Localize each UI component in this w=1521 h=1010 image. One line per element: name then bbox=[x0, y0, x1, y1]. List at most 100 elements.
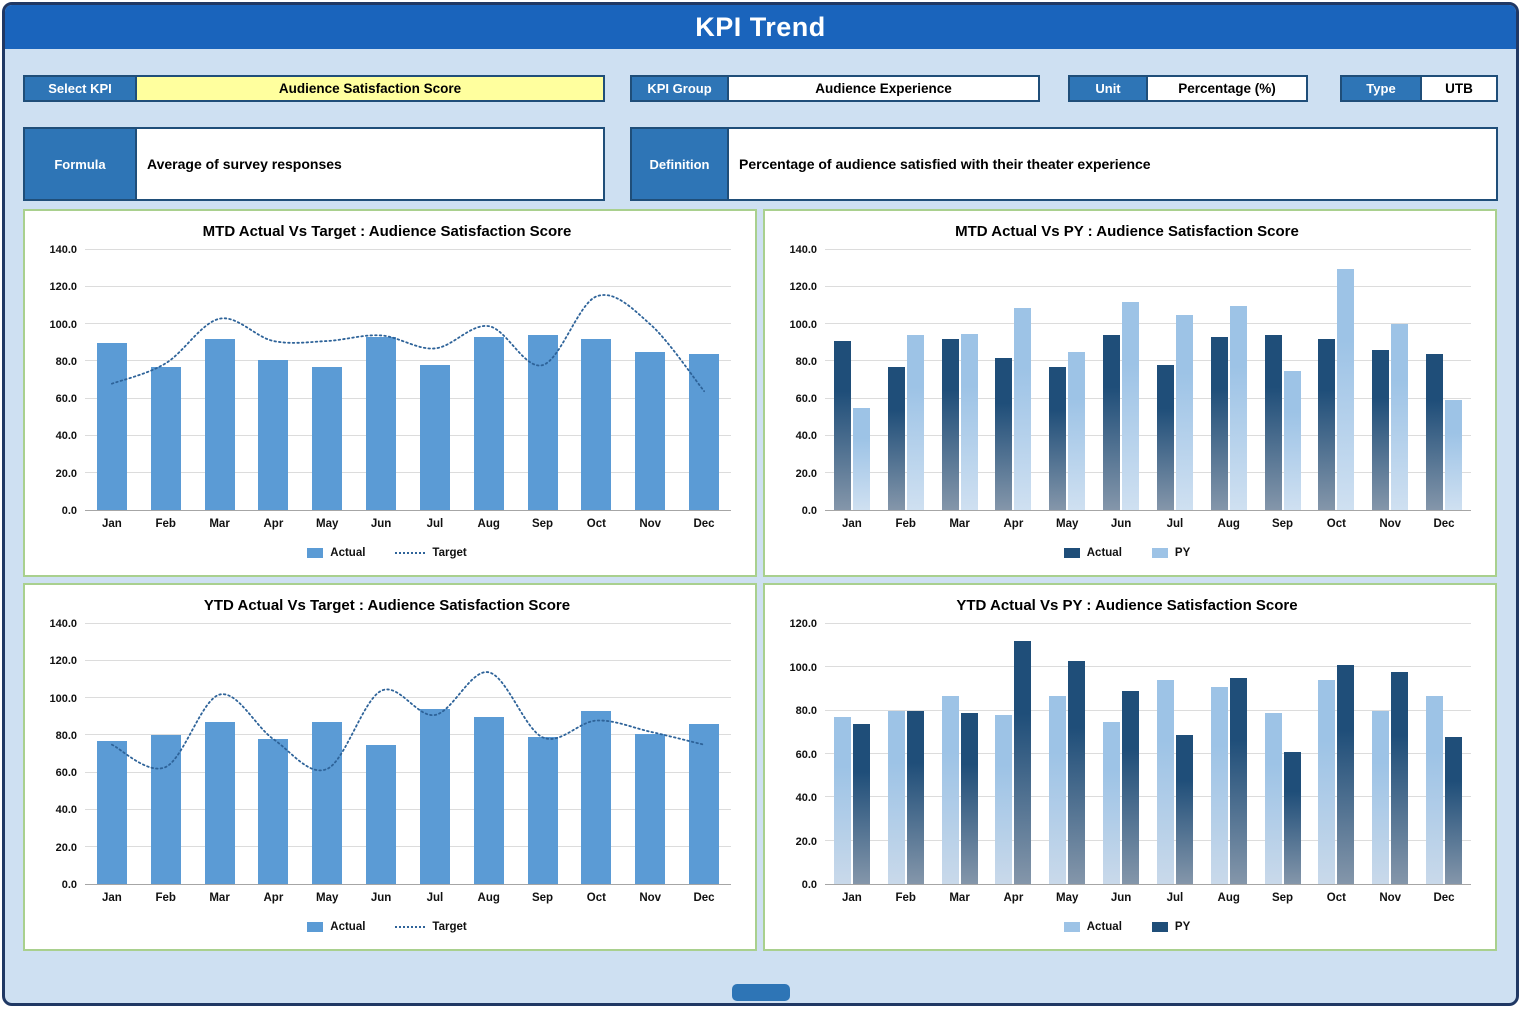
bar-group bbox=[193, 624, 247, 884]
legend-item: Actual bbox=[307, 921, 365, 933]
chart-ytd-actual-vs-target: YTD Actual Vs Target : Audience Satisfac… bbox=[23, 583, 757, 951]
scrollbar-thumb[interactable] bbox=[731, 984, 790, 1001]
bar-actual bbox=[527, 737, 558, 884]
y-tick-label: 40.0 bbox=[795, 430, 817, 443]
y-axis: 0.0 20.0 40.0 60.0 80.0 100.0 120.0 bbox=[771, 618, 825, 891]
bar-group bbox=[408, 250, 462, 510]
y-tick-label: 60.0 bbox=[795, 748, 817, 761]
y-tick-label: 120.0 bbox=[49, 281, 77, 294]
chart-title: MTD Actual Vs Target : Audience Satisfac… bbox=[202, 223, 572, 240]
x-tick-label: Apr bbox=[1003, 892, 1024, 904]
legend-label: PY bbox=[1174, 921, 1191, 933]
bar-actual bbox=[833, 341, 851, 510]
legend-item: PY bbox=[1151, 547, 1190, 559]
x-tick-label: Nov bbox=[639, 892, 662, 904]
bar-group bbox=[516, 624, 570, 884]
x-tick-label: Sep bbox=[1271, 518, 1294, 530]
bar-actual bbox=[995, 715, 1013, 884]
y-tick-label: 20.0 bbox=[55, 841, 77, 854]
legend-item: Actual bbox=[1063, 547, 1122, 559]
y-tick-label: 100.0 bbox=[49, 692, 77, 705]
bar-group bbox=[193, 250, 247, 510]
bar-py bbox=[1391, 671, 1409, 884]
bar-actual bbox=[1264, 712, 1282, 884]
y-tick-label: 80.0 bbox=[55, 355, 77, 368]
gridline bbox=[825, 709, 1471, 711]
bar-py bbox=[1229, 678, 1247, 884]
bar-actual bbox=[1372, 350, 1390, 510]
charts-grid: MTD Actual Vs Target : Audience Satisfac… bbox=[23, 209, 1498, 951]
bars-layer bbox=[825, 250, 1471, 510]
bar-py bbox=[1283, 751, 1301, 884]
y-tick-label: 40.0 bbox=[795, 792, 817, 804]
type-field: Type UTB bbox=[1340, 75, 1498, 102]
chart-canvas: 0.0 20.0 40.0 60.0 80.0 100.0 120.0 140.0 Jan Feb… bbox=[31, 244, 743, 569]
bar-actual bbox=[995, 357, 1013, 510]
x-tick-label: Feb bbox=[155, 518, 176, 530]
bar-group bbox=[933, 250, 987, 510]
gridline bbox=[85, 808, 731, 810]
bar-actual bbox=[1264, 335, 1282, 510]
bar-actual bbox=[581, 339, 612, 510]
x-tick-label: Jul bbox=[426, 518, 444, 530]
bar-actual bbox=[1156, 680, 1174, 884]
bar-actual bbox=[204, 722, 235, 884]
bar-actual bbox=[1210, 686, 1228, 884]
bar-actual bbox=[635, 352, 666, 510]
plot-area bbox=[825, 249, 1471, 511]
bar-py bbox=[1337, 665, 1355, 884]
unit-field: Unit Percentage (%) bbox=[1068, 75, 1308, 102]
x-tick-label: Mar bbox=[949, 518, 970, 530]
gridline bbox=[825, 471, 1471, 473]
chart-title: YTD Actual Vs Target : Audience Satisfac… bbox=[203, 597, 571, 614]
bar-actual bbox=[689, 354, 720, 510]
legend-swatch bbox=[1063, 922, 1080, 932]
gridline bbox=[825, 286, 1471, 288]
bar-actual bbox=[96, 741, 127, 884]
y-tick-label: 0.0 bbox=[801, 879, 817, 891]
gridline bbox=[85, 286, 731, 288]
bar-group bbox=[677, 624, 731, 884]
chart-title: YTD Actual Vs PY : Audience Satisfaction… bbox=[956, 597, 1298, 614]
bar-group bbox=[623, 624, 677, 884]
y-tick-label: 100.0 bbox=[789, 661, 817, 674]
bar-actual bbox=[473, 716, 504, 884]
bar-group bbox=[569, 624, 623, 884]
bar-actual bbox=[941, 339, 959, 510]
gridline bbox=[825, 434, 1471, 436]
y-tick-label: 140.0 bbox=[789, 244, 817, 256]
formula-label: Formula bbox=[25, 129, 137, 199]
bar-py bbox=[1122, 302, 1140, 510]
x-tick-label: Jul bbox=[426, 892, 444, 904]
bar-py bbox=[1445, 400, 1463, 510]
x-tick-label: Mar bbox=[209, 518, 230, 530]
x-tick-label: Jun bbox=[1110, 518, 1132, 530]
x-tick-label: Apr bbox=[1003, 518, 1024, 530]
definition-label: Definition bbox=[632, 129, 729, 199]
bar-py bbox=[852, 407, 870, 510]
bar-actual bbox=[1318, 339, 1336, 510]
bar-actual bbox=[312, 367, 343, 510]
gridline bbox=[85, 660, 731, 662]
select-kpi-value[interactable]: Audience Satisfaction Score bbox=[137, 77, 603, 100]
gridline bbox=[825, 666, 1471, 668]
formula-value: Average of survey responses bbox=[137, 129, 603, 199]
bar-group bbox=[1202, 624, 1256, 884]
kpi-group-value: Audience Experience bbox=[729, 77, 1038, 100]
bar-py bbox=[1122, 691, 1140, 884]
x-tick-label: Sep bbox=[531, 518, 554, 530]
y-tick-label: 120.0 bbox=[789, 281, 817, 294]
chart-mtd-actual-vs-py: MTD Actual Vs PY : Audience Satisfaction… bbox=[763, 209, 1497, 577]
bar-actual bbox=[312, 722, 343, 884]
y-tick-label: 0.0 bbox=[801, 505, 817, 517]
gridline bbox=[85, 623, 731, 624]
bar-group bbox=[246, 624, 300, 884]
bar-actual bbox=[887, 710, 905, 884]
legend-item: Target bbox=[395, 547, 467, 559]
gridline bbox=[825, 796, 1471, 798]
legend-item: PY bbox=[1151, 921, 1191, 933]
legend-swatch bbox=[307, 548, 324, 558]
chart-legend: Actual PY bbox=[771, 537, 1483, 569]
x-tick-label: Dec bbox=[693, 518, 715, 530]
